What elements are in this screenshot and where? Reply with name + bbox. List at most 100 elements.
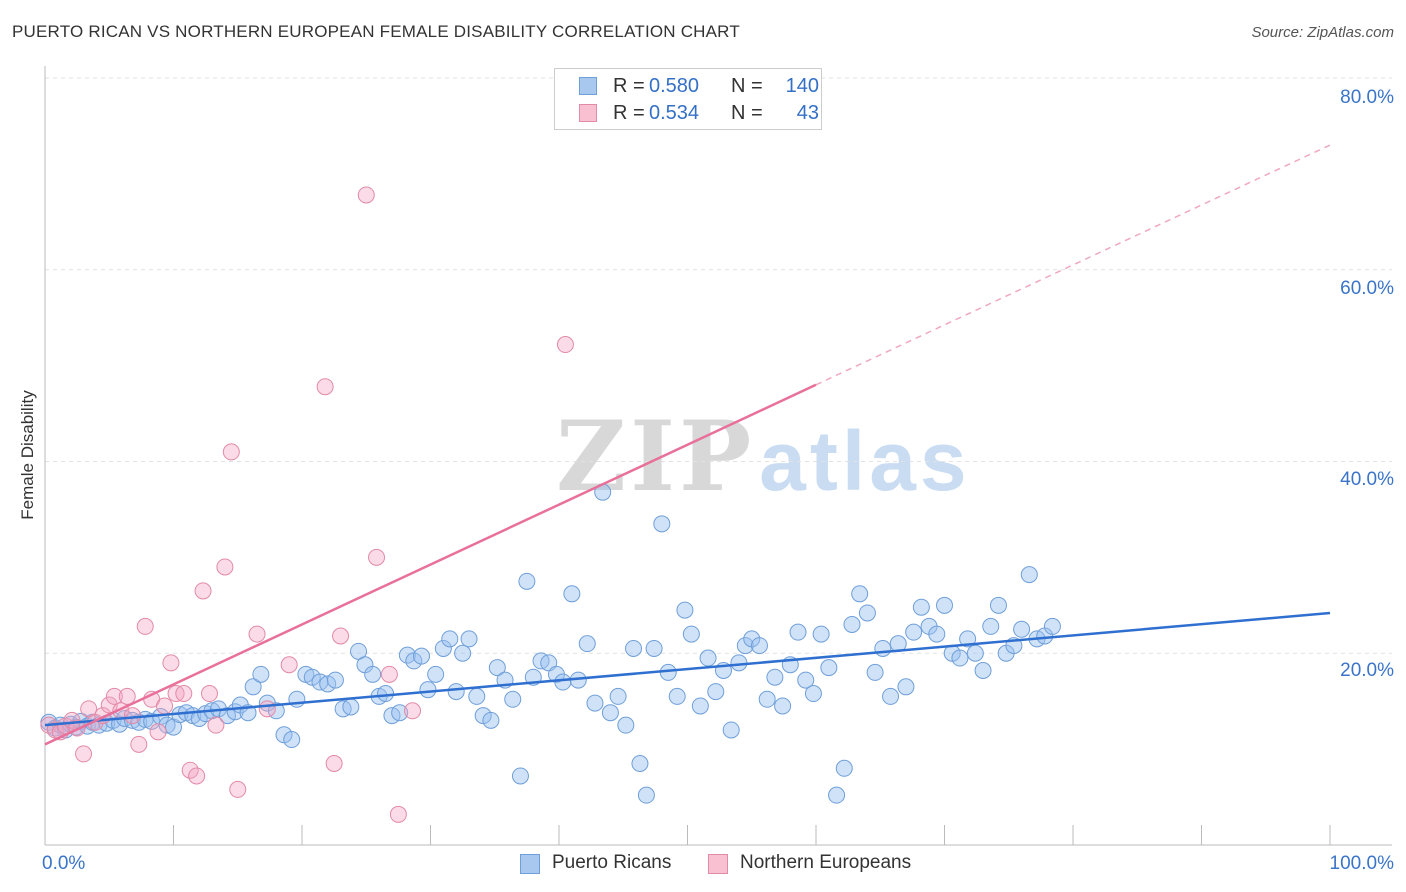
data-point-puerto-ricans (391, 704, 409, 722)
data-point-puerto-ricans (897, 678, 915, 696)
data-point-puerto-ricans (504, 690, 522, 708)
data-point-puerto-ricans (797, 671, 815, 689)
watermark: ZIPatlas (556, 400, 971, 513)
data-point-puerto-ricans (812, 625, 830, 643)
data-point-puerto-ricans (774, 697, 792, 715)
data-point-puerto-ricans (691, 697, 709, 715)
legend-swatch-puerto-ricans (579, 77, 597, 95)
data-point-northern-europeans (200, 685, 218, 703)
data-point-puerto-ricans (158, 716, 176, 734)
r-label: R = (613, 75, 651, 97)
data-point-puerto-ricans (912, 598, 930, 616)
data-point-puerto-ricans (974, 662, 992, 680)
data-point-puerto-ricans (554, 673, 572, 691)
data-point-puerto-ricans (959, 630, 977, 648)
data-point-puerto-ricans (468, 687, 486, 705)
data-point-puerto-ricans (434, 639, 452, 657)
data-point-northern-europeans (556, 336, 574, 354)
r-value: 0.534 (649, 102, 700, 124)
data-point-puerto-ricans (617, 716, 635, 734)
data-point-puerto-ricans (218, 707, 236, 725)
data-point-puerto-ricans (928, 625, 946, 643)
data-point-puerto-ricans (518, 572, 536, 590)
data-point-northern-europeans (105, 687, 123, 705)
data-point-northern-europeans (248, 625, 266, 643)
trendline-puerto-ricans (44, 611, 1331, 727)
n-value: 140 (785, 75, 819, 97)
x-tick-label: 0.0% (42, 853, 86, 874)
data-point-northern-europeans (149, 723, 167, 741)
data-point-northern-europeans (156, 697, 174, 715)
data-point-puerto-ricans (427, 665, 445, 683)
data-point-puerto-ricans (843, 615, 861, 633)
data-point-northern-europeans (194, 582, 212, 600)
data-point-puerto-ricans (722, 721, 740, 739)
data-point-puerto-ricans (319, 675, 337, 693)
legend-label: Puerto Ricans (552, 852, 672, 873)
y-tick-label: 80.0% (1340, 87, 1394, 108)
data-point-northern-europeans (130, 735, 148, 753)
data-point-puerto-ricans (1043, 617, 1061, 635)
data-point-puerto-ricans (730, 654, 748, 672)
data-point-northern-europeans (229, 780, 247, 798)
data-point-puerto-ricans (511, 767, 529, 785)
data-point-puerto-ricans (326, 671, 344, 689)
data-point-northern-europeans (389, 805, 407, 823)
data-point-puerto-ricans (377, 685, 395, 703)
data-point-puerto-ricans (252, 665, 270, 683)
y-tick-label: 60.0% (1340, 278, 1394, 299)
data-point-puerto-ricans (758, 690, 776, 708)
data-point-puerto-ricans (820, 659, 838, 677)
data-point-northern-europeans (280, 656, 298, 674)
data-point-northern-europeans (216, 558, 234, 576)
data-point-puerto-ricans (1013, 620, 1031, 638)
data-point-northern-europeans (118, 687, 136, 705)
watermark-zip: ZIP (556, 400, 756, 513)
data-point-puerto-ricans (951, 649, 969, 667)
chart-title: PUERTO RICAN VS NORTHERN EUROPEAN FEMALE… (12, 22, 740, 41)
data-point-puerto-ricans (707, 683, 725, 701)
data-point-northern-europeans (316, 378, 334, 396)
data-point-puerto-ricans (482, 711, 500, 729)
data-point-puerto-ricans (936, 596, 953, 614)
data-point-puerto-ricans (488, 659, 506, 677)
y-tick-label: 40.0% (1340, 469, 1394, 490)
legend-label: Northern Europeans (740, 852, 912, 873)
data-point-puerto-ricans (750, 637, 768, 655)
data-point-puerto-ricans (454, 644, 472, 662)
data-point-puerto-ricans (413, 647, 431, 665)
data-point-northern-europeans (332, 627, 350, 645)
n-value: 43 (796, 102, 819, 124)
data-point-puerto-ricans (804, 685, 822, 703)
data-point-puerto-ricans (982, 617, 1000, 635)
data-point-northern-europeans (357, 186, 375, 204)
data-point-puerto-ricans (866, 663, 884, 681)
data-point-puerto-ricans (789, 623, 807, 641)
data-point-northern-europeans (181, 761, 199, 779)
data-point-puerto-ricans (736, 637, 754, 655)
data-point-puerto-ricans (586, 694, 604, 712)
trendline-extension-northern-europeans (815, 144, 1331, 386)
data-point-puerto-ricans (637, 786, 655, 804)
data-point-puerto-ricans (460, 630, 478, 648)
data-point-puerto-ricans (766, 668, 784, 686)
legend-row-northern-europeans: R = 0.534 N = 43 (579, 102, 819, 128)
data-point-puerto-ricans (601, 704, 619, 722)
n-label: N = (731, 102, 769, 124)
legend-swatch-puerto-ricans (520, 854, 540, 874)
data-point-northern-europeans (368, 548, 386, 566)
data-point-puerto-ricans (1020, 566, 1038, 584)
data-point-northern-europeans (222, 443, 240, 461)
data-point-northern-europeans (162, 654, 180, 672)
legend-swatch-northern-europeans (579, 104, 597, 122)
data-point-puerto-ricans (283, 731, 301, 749)
data-point-puerto-ricans (609, 687, 627, 705)
data-point-puerto-ricans (858, 604, 876, 622)
data-point-puerto-ricans (828, 786, 846, 804)
data-point-northern-europeans (325, 755, 343, 773)
data-point-northern-europeans (404, 702, 422, 720)
n-label: N = (731, 75, 769, 97)
data-point-northern-europeans (136, 617, 154, 635)
legend-swatch-northern-europeans (708, 854, 728, 874)
data-point-northern-europeans (380, 665, 398, 683)
